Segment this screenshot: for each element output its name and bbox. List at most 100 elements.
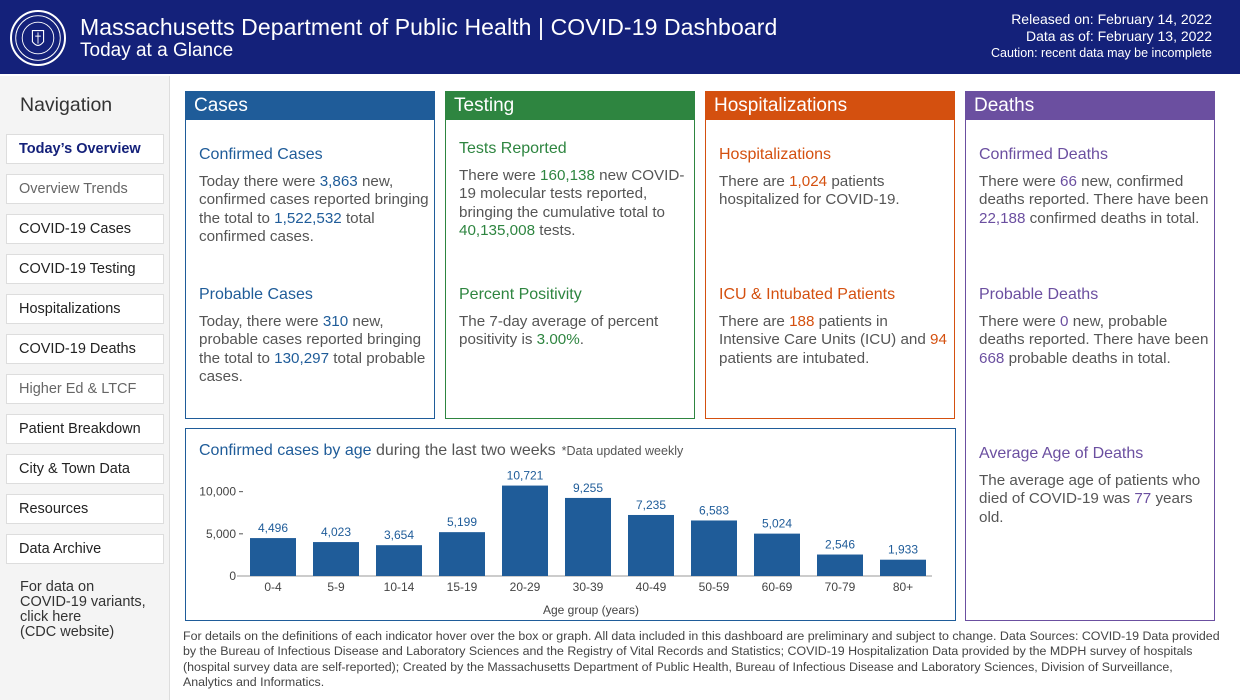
bar bbox=[376, 545, 422, 576]
x-tick-label: 40-49 bbox=[636, 580, 667, 594]
sidebar-navigation: Navigation Today’s Overview Overview Tre… bbox=[0, 76, 170, 700]
nav-item-data-archive[interactable]: Data Archive bbox=[6, 534, 164, 564]
text-fragment: total confirmed cases. bbox=[199, 209, 375, 245]
x-tick-label: 50-59 bbox=[699, 580, 730, 594]
text-fragment: Today there were bbox=[199, 173, 320, 190]
bar bbox=[628, 514, 674, 576]
cases-by-age-chart[interactable]: Confirmed cases by age during the last t… bbox=[185, 428, 956, 621]
chart-title-rest: during the last two weeks bbox=[371, 442, 556, 459]
bar-value-label: 5,024 bbox=[762, 517, 792, 531]
hospitalizations-card[interactable]: Hospitalizations Hospitalizations There … bbox=[705, 91, 955, 419]
confirmed-cases-text: Today there were 3,863 new, confirmed ca… bbox=[199, 173, 429, 246]
bar-value-label: 10,721 bbox=[507, 469, 544, 483]
tests-new-value: 160,138 bbox=[540, 167, 595, 184]
tests-reported-text: There were 160,138 new COVID-19 molecula… bbox=[459, 167, 689, 240]
text-fragment: new, probable cases reported bringing th… bbox=[199, 313, 422, 367]
confirmed-deaths-new-value: 66 bbox=[1060, 173, 1077, 190]
positivity-value: 3.00% bbox=[536, 331, 580, 349]
bar-value-label: 2,546 bbox=[825, 538, 855, 552]
nav-item-overview-trends[interactable]: Overview Trends bbox=[6, 174, 164, 204]
probable-deaths-title: Probable Deaths bbox=[979, 286, 1099, 303]
x-tick-label: 60-69 bbox=[762, 580, 793, 594]
nav-item-covid-testing[interactable]: COVID-19 Testing bbox=[6, 254, 164, 284]
bar-value-label: 1,933 bbox=[888, 543, 918, 557]
chart-update-note: *Data updated weekly bbox=[561, 444, 684, 458]
nav-item-city-town-data[interactable]: City & Town Data bbox=[6, 454, 164, 484]
bar bbox=[817, 554, 863, 576]
variants-link-line: For data on bbox=[20, 579, 95, 595]
text-fragment: confirmed deaths in total. bbox=[1025, 209, 1200, 227]
x-tick-label: 0-4 bbox=[264, 580, 282, 594]
text-fragment: probable deaths in total. bbox=[1004, 349, 1171, 367]
variants-link[interactable]: For data on COVID-19 variants, click her… bbox=[20, 580, 146, 640]
y-tick-label: 10,000 bbox=[199, 485, 236, 499]
confirmed-deaths-title: Confirmed Deaths bbox=[979, 146, 1108, 163]
x-tick-label: 30-39 bbox=[573, 580, 604, 594]
hospitalizations-title: Hospitalizations bbox=[719, 146, 832, 163]
nav-item-todays-overview[interactable]: Today’s Overview bbox=[6, 134, 164, 164]
icu-intubated-title: ICU & Intubated Patients bbox=[719, 286, 896, 303]
text-fragment: patients in Intensive Care Units (ICU) a… bbox=[719, 313, 931, 349]
variants-link-line: COVID-19 variants, bbox=[20, 594, 146, 610]
nav-item-covid-deaths[interactable]: COVID-19 Deaths bbox=[6, 334, 164, 364]
page-header: Massachusetts Department of Public Healt… bbox=[0, 0, 1240, 74]
bar bbox=[880, 559, 926, 576]
x-tick-label: 10-14 bbox=[384, 580, 415, 594]
confirmed-cases-title: Confirmed Cases bbox=[199, 146, 323, 163]
intubated-value: 94 bbox=[930, 331, 947, 349]
bar bbox=[313, 542, 359, 576]
nav-item-covid-cases[interactable]: COVID-19 Cases bbox=[6, 214, 164, 244]
y-tick-label: 5,000 bbox=[206, 527, 236, 541]
variants-link-line: click here bbox=[20, 609, 82, 625]
hospitalizations-text: There are 1,024 patients hospitalized fo… bbox=[719, 173, 949, 210]
massachusetts-seal-logo bbox=[10, 10, 66, 66]
text-fragment: new, confirmed deaths reported. There ha… bbox=[979, 173, 1209, 209]
icu-intubated-text: There are 188 patients in Intensive Care… bbox=[719, 313, 949, 368]
probable-deaths-text: There were 0 new, probable deaths report… bbox=[979, 313, 1209, 368]
nav-item-patient-breakdown[interactable]: Patient Breakdown bbox=[6, 414, 164, 444]
bar-value-label: 5,199 bbox=[447, 515, 477, 529]
nav-item-higher-ed-ltcf[interactable]: Higher Ed & LTCF bbox=[6, 374, 164, 404]
x-tick-label: 15-19 bbox=[447, 580, 478, 594]
bar-value-label: 3,654 bbox=[384, 528, 414, 542]
bar-value-label: 7,235 bbox=[636, 498, 666, 512]
text-fragment: The average age of patients who died of … bbox=[979, 472, 1201, 508]
text-fragment: There are bbox=[719, 313, 790, 330]
text-fragment: tests. bbox=[535, 221, 576, 239]
average-age-text: The average age of patients who died of … bbox=[979, 472, 1209, 527]
nav-item-resources[interactable]: Resources bbox=[6, 494, 164, 524]
text-fragment: patients hospitalized for COVID-19. bbox=[719, 173, 900, 209]
text-fragment: There were bbox=[459, 167, 541, 184]
text-fragment: total probable cases. bbox=[199, 349, 426, 385]
x-tick-label: 70-79 bbox=[825, 580, 856, 594]
confirmed-deaths-total-value: 22,188 bbox=[979, 209, 1026, 227]
confirmed-cases-new-value: 3,863 bbox=[319, 173, 358, 190]
release-info: Released on: February 14, 2022 Data as o… bbox=[991, 11, 1212, 62]
probable-cases-total-value: 130,297 bbox=[274, 349, 330, 367]
hospitalizations-card-header: Hospitalizations bbox=[706, 92, 954, 120]
deaths-card[interactable]: Deaths Confirmed Deaths There were 66 ne… bbox=[965, 91, 1215, 621]
caution-note: Caution: recent data may be incomplete bbox=[991, 46, 1212, 60]
bar-value-label: 4,496 bbox=[258, 521, 288, 535]
nav-title: Navigation bbox=[20, 94, 113, 116]
probable-cases-text: Today, there were 310 new, probable case… bbox=[199, 313, 429, 386]
page-subtitle: Today at a Glance bbox=[80, 40, 234, 61]
released-date: Released on: February 14, 2022 bbox=[1011, 11, 1212, 27]
icu-value: 188 bbox=[789, 313, 815, 330]
data-sources-note: For details on the definitions of each i… bbox=[183, 629, 1220, 690]
bar-value-label: 4,023 bbox=[321, 525, 351, 539]
text-fragment: new COVID-19 molecular tests reported, b… bbox=[459, 167, 685, 221]
nav-item-hospitalizations[interactable]: Hospitalizations bbox=[6, 294, 164, 324]
bar bbox=[502, 485, 548, 576]
bar bbox=[754, 533, 800, 576]
x-tick-label: 20-29 bbox=[510, 580, 541, 594]
text-fragment: There were bbox=[979, 313, 1061, 330]
page-title: Massachusetts Department of Public Healt… bbox=[80, 14, 778, 40]
text-fragment: There were bbox=[979, 173, 1061, 190]
probable-deaths-new-value: 0 bbox=[1060, 313, 1069, 330]
cases-card[interactable]: Cases Confirmed Cases Today there were 3… bbox=[185, 91, 435, 419]
testing-card[interactable]: Testing Tests Reported There were 160,13… bbox=[445, 91, 695, 419]
text-fragment: Today, there were bbox=[199, 313, 323, 330]
cases-card-header: Cases bbox=[186, 92, 434, 120]
percent-positivity-title: Percent Positivity bbox=[459, 286, 582, 303]
